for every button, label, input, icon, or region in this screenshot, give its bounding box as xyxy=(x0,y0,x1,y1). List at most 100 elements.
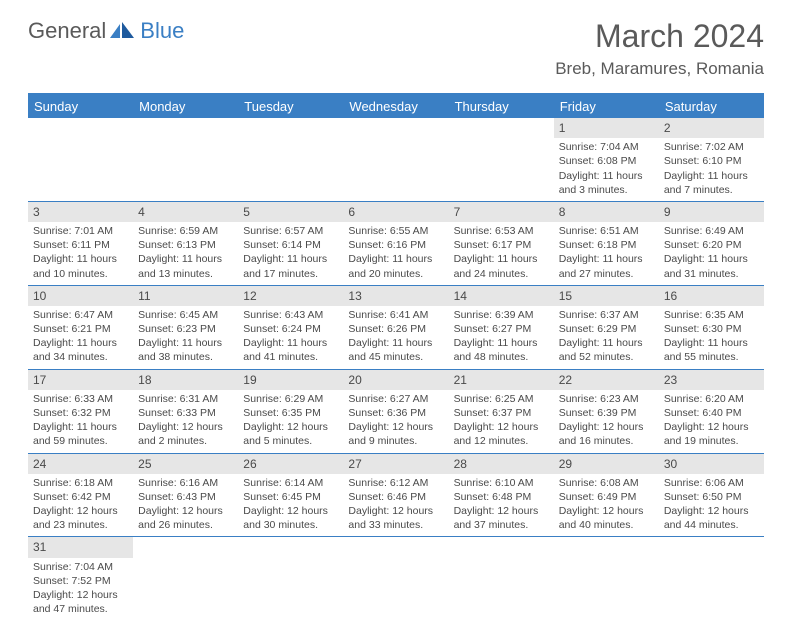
sunset-text: Sunset: 6:35 PM xyxy=(243,406,338,420)
day-number: 16 xyxy=(659,286,764,306)
day-number: 12 xyxy=(238,286,343,306)
day-number: 15 xyxy=(554,286,659,306)
daylight-text: Daylight: 11 hours and 7 minutes. xyxy=(664,169,759,197)
day-number: 7 xyxy=(449,202,554,222)
calendar-day-cell: 1 Sunrise: 7:04 AM Sunset: 6:08 PM Dayli… xyxy=(554,118,659,202)
daylight-text: Daylight: 12 hours and 23 minutes. xyxy=(33,504,128,532)
calendar-empty-cell xyxy=(133,118,238,202)
day-number: 11 xyxy=(133,286,238,306)
weekday-header: Wednesday xyxy=(343,95,448,118)
daylight-text: Daylight: 11 hours and 24 minutes. xyxy=(454,252,549,280)
sunrise-text: Sunrise: 6:39 AM xyxy=(454,308,549,322)
day-number: 26 xyxy=(238,454,343,474)
sunset-text: Sunset: 7:52 PM xyxy=(33,574,128,588)
sunset-text: Sunset: 6:40 PM xyxy=(664,406,759,420)
sunset-text: Sunset: 6:24 PM xyxy=(243,322,338,336)
sunrise-text: Sunrise: 6:25 AM xyxy=(454,392,549,406)
sunrise-text: Sunrise: 6:33 AM xyxy=(33,392,128,406)
sunset-text: Sunset: 6:13 PM xyxy=(138,238,233,252)
sunset-text: Sunset: 6:45 PM xyxy=(243,490,338,504)
logo-text-general: General xyxy=(28,18,106,44)
sunset-text: Sunset: 6:39 PM xyxy=(559,406,654,420)
weekday-header: Friday xyxy=(554,95,659,118)
day-number: 4 xyxy=(133,202,238,222)
sunrise-text: Sunrise: 6:47 AM xyxy=(33,308,128,322)
sail-icon xyxy=(110,22,136,40)
calendar-empty-cell xyxy=(28,118,133,202)
daylight-text: Daylight: 11 hours and 17 minutes. xyxy=(243,252,338,280)
day-number: 23 xyxy=(659,370,764,390)
daylight-text: Daylight: 11 hours and 45 minutes. xyxy=(348,336,443,364)
daylight-text: Daylight: 11 hours and 3 minutes. xyxy=(559,169,654,197)
sunset-text: Sunset: 6:26 PM xyxy=(348,322,443,336)
sunrise-text: Sunrise: 6:37 AM xyxy=(559,308,654,322)
sunrise-text: Sunrise: 6:20 AM xyxy=(664,392,759,406)
day-number: 31 xyxy=(28,537,133,557)
calendar-day-cell: 11 Sunrise: 6:45 AM Sunset: 6:23 PM Dayl… xyxy=(133,286,238,370)
calendar-day-cell: 4 Sunrise: 6:59 AM Sunset: 6:13 PM Dayli… xyxy=(133,202,238,286)
sunset-text: Sunset: 6:36 PM xyxy=(348,406,443,420)
daylight-text: Daylight: 12 hours and 5 minutes. xyxy=(243,420,338,448)
day-number: 10 xyxy=(28,286,133,306)
calendar-day-cell: 30 Sunrise: 6:06 AM Sunset: 6:50 PM Dayl… xyxy=(659,454,764,538)
calendar-day-cell: 8 Sunrise: 6:51 AM Sunset: 6:18 PM Dayli… xyxy=(554,202,659,286)
calendar-body: 1 Sunrise: 7:04 AM Sunset: 6:08 PM Dayli… xyxy=(28,118,764,620)
day-number: 27 xyxy=(343,454,448,474)
sunset-text: Sunset: 6:10 PM xyxy=(664,154,759,168)
day-number: 3 xyxy=(28,202,133,222)
sunrise-text: Sunrise: 7:01 AM xyxy=(33,224,128,238)
sunset-text: Sunset: 6:11 PM xyxy=(33,238,128,252)
weekday-header: Thursday xyxy=(449,95,554,118)
weekday-header: Tuesday xyxy=(238,95,343,118)
sunrise-text: Sunrise: 6:18 AM xyxy=(33,476,128,490)
calendar-day-cell: 7 Sunrise: 6:53 AM Sunset: 6:17 PM Dayli… xyxy=(449,202,554,286)
sunrise-text: Sunrise: 6:06 AM xyxy=(664,476,759,490)
day-number: 30 xyxy=(659,454,764,474)
sunrise-text: Sunrise: 6:57 AM xyxy=(243,224,338,238)
sunset-text: Sunset: 6:49 PM xyxy=(559,490,654,504)
sunset-text: Sunset: 6:46 PM xyxy=(348,490,443,504)
sunset-text: Sunset: 6:33 PM xyxy=(138,406,233,420)
sunrise-text: Sunrise: 7:04 AM xyxy=(33,560,128,574)
weekday-header: Saturday xyxy=(659,95,764,118)
day-number: 22 xyxy=(554,370,659,390)
calendar-day-cell: 17 Sunrise: 6:33 AM Sunset: 6:32 PM Dayl… xyxy=(28,370,133,454)
day-number: 1 xyxy=(554,118,659,138)
location-text: Breb, Maramures, Romania xyxy=(555,59,764,79)
sunrise-text: Sunrise: 6:35 AM xyxy=(664,308,759,322)
calendar-empty-cell xyxy=(449,118,554,202)
calendar-header-row: Sunday Monday Tuesday Wednesday Thursday… xyxy=(28,95,764,118)
daylight-text: Daylight: 12 hours and 26 minutes. xyxy=(138,504,233,532)
sunrise-text: Sunrise: 6:31 AM xyxy=(138,392,233,406)
calendar-day-cell: 12 Sunrise: 6:43 AM Sunset: 6:24 PM Dayl… xyxy=(238,286,343,370)
calendar-day-cell: 29 Sunrise: 6:08 AM Sunset: 6:49 PM Dayl… xyxy=(554,454,659,538)
sunrise-text: Sunrise: 6:12 AM xyxy=(348,476,443,490)
daylight-text: Daylight: 11 hours and 55 minutes. xyxy=(664,336,759,364)
daylight-text: Daylight: 11 hours and 59 minutes. xyxy=(33,420,128,448)
sunset-text: Sunset: 6:29 PM xyxy=(559,322,654,336)
daylight-text: Daylight: 12 hours and 9 minutes. xyxy=(348,420,443,448)
sunrise-text: Sunrise: 6:51 AM xyxy=(559,224,654,238)
daylight-text: Daylight: 12 hours and 44 minutes. xyxy=(664,504,759,532)
day-number: 5 xyxy=(238,202,343,222)
calendar-day-cell: 6 Sunrise: 6:55 AM Sunset: 6:16 PM Dayli… xyxy=(343,202,448,286)
daylight-text: Daylight: 12 hours and 2 minutes. xyxy=(138,420,233,448)
sunset-text: Sunset: 6:21 PM xyxy=(33,322,128,336)
calendar-day-cell: 3 Sunrise: 7:01 AM Sunset: 6:11 PM Dayli… xyxy=(28,202,133,286)
daylight-text: Daylight: 12 hours and 12 minutes. xyxy=(454,420,549,448)
sunrise-text: Sunrise: 6:23 AM xyxy=(559,392,654,406)
daylight-text: Daylight: 12 hours and 33 minutes. xyxy=(348,504,443,532)
calendar-day-cell: 31 Sunrise: 7:04 AM Sunset: 7:52 PM Dayl… xyxy=(28,537,133,620)
sunset-text: Sunset: 6:30 PM xyxy=(664,322,759,336)
calendar-day-cell: 20 Sunrise: 6:27 AM Sunset: 6:36 PM Dayl… xyxy=(343,370,448,454)
daylight-text: Daylight: 12 hours and 16 minutes. xyxy=(559,420,654,448)
daylight-text: Daylight: 11 hours and 10 minutes. xyxy=(33,252,128,280)
calendar-day-cell: 21 Sunrise: 6:25 AM Sunset: 6:37 PM Dayl… xyxy=(449,370,554,454)
day-number: 20 xyxy=(343,370,448,390)
calendar-empty-cell xyxy=(449,537,554,620)
calendar-day-cell: 28 Sunrise: 6:10 AM Sunset: 6:48 PM Dayl… xyxy=(449,454,554,538)
calendar-day-cell: 16 Sunrise: 6:35 AM Sunset: 6:30 PM Dayl… xyxy=(659,286,764,370)
brand-logo: General Blue xyxy=(28,18,184,44)
day-number: 19 xyxy=(238,370,343,390)
sunrise-text: Sunrise: 6:59 AM xyxy=(138,224,233,238)
